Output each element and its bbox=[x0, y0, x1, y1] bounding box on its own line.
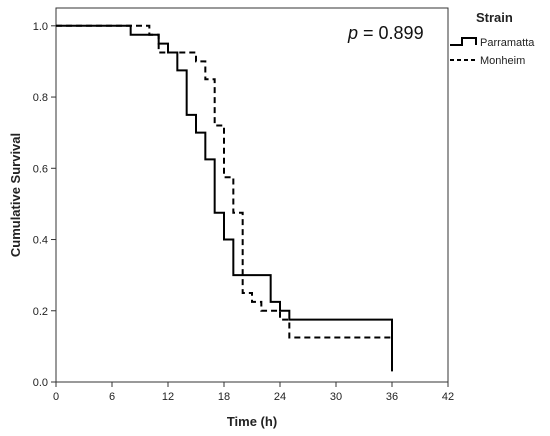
x-tick-label: 6 bbox=[109, 391, 115, 403]
legend-label-monheim: Monheim bbox=[480, 55, 525, 67]
plot-frame bbox=[55, 7, 449, 383]
y-axis: 0.0 0.2 0.4 0.6 0.8 1.0 bbox=[33, 21, 56, 389]
x-tick-label: 42 bbox=[442, 391, 454, 403]
y-tick-label: 0.2 bbox=[33, 306, 48, 318]
p-value-text: = 0.899 bbox=[358, 23, 424, 43]
x-axis-title: Time (h) bbox=[227, 414, 277, 429]
y-tick-label: 0.4 bbox=[33, 235, 48, 247]
y-tick-label: 0.6 bbox=[33, 163, 48, 175]
x-tick-label: 36 bbox=[386, 391, 398, 403]
y-tick-label: 0.8 bbox=[33, 92, 48, 104]
x-tick-label: 0 bbox=[53, 391, 59, 403]
y-tick-label: 1.0 bbox=[33, 21, 48, 33]
x-axis: 0 6 12 18 24 30 36 42 bbox=[53, 382, 454, 403]
series-line-parramatta bbox=[56, 24, 393, 372]
series-line-monheim bbox=[56, 24, 393, 365]
p-value-symbol: p bbox=[347, 23, 358, 43]
legend: Strain Parramatta Monheim bbox=[450, 10, 535, 67]
x-tick-label: 18 bbox=[218, 391, 230, 403]
legend-label-parramatta: Parramatta bbox=[480, 37, 535, 49]
x-tick-label: 30 bbox=[330, 391, 342, 403]
y-axis-title: Cumulative Survival bbox=[8, 133, 23, 257]
legend-title: Strain bbox=[476, 10, 513, 25]
y-tick-label: 0.0 bbox=[33, 377, 48, 389]
x-tick-label: 24 bbox=[274, 391, 286, 403]
series-layer bbox=[56, 24, 393, 372]
p-value-annotation: p = 0.899 bbox=[347, 23, 424, 43]
x-tick-label: 12 bbox=[162, 391, 174, 403]
legend-symbol-parramatta bbox=[450, 37, 477, 46]
